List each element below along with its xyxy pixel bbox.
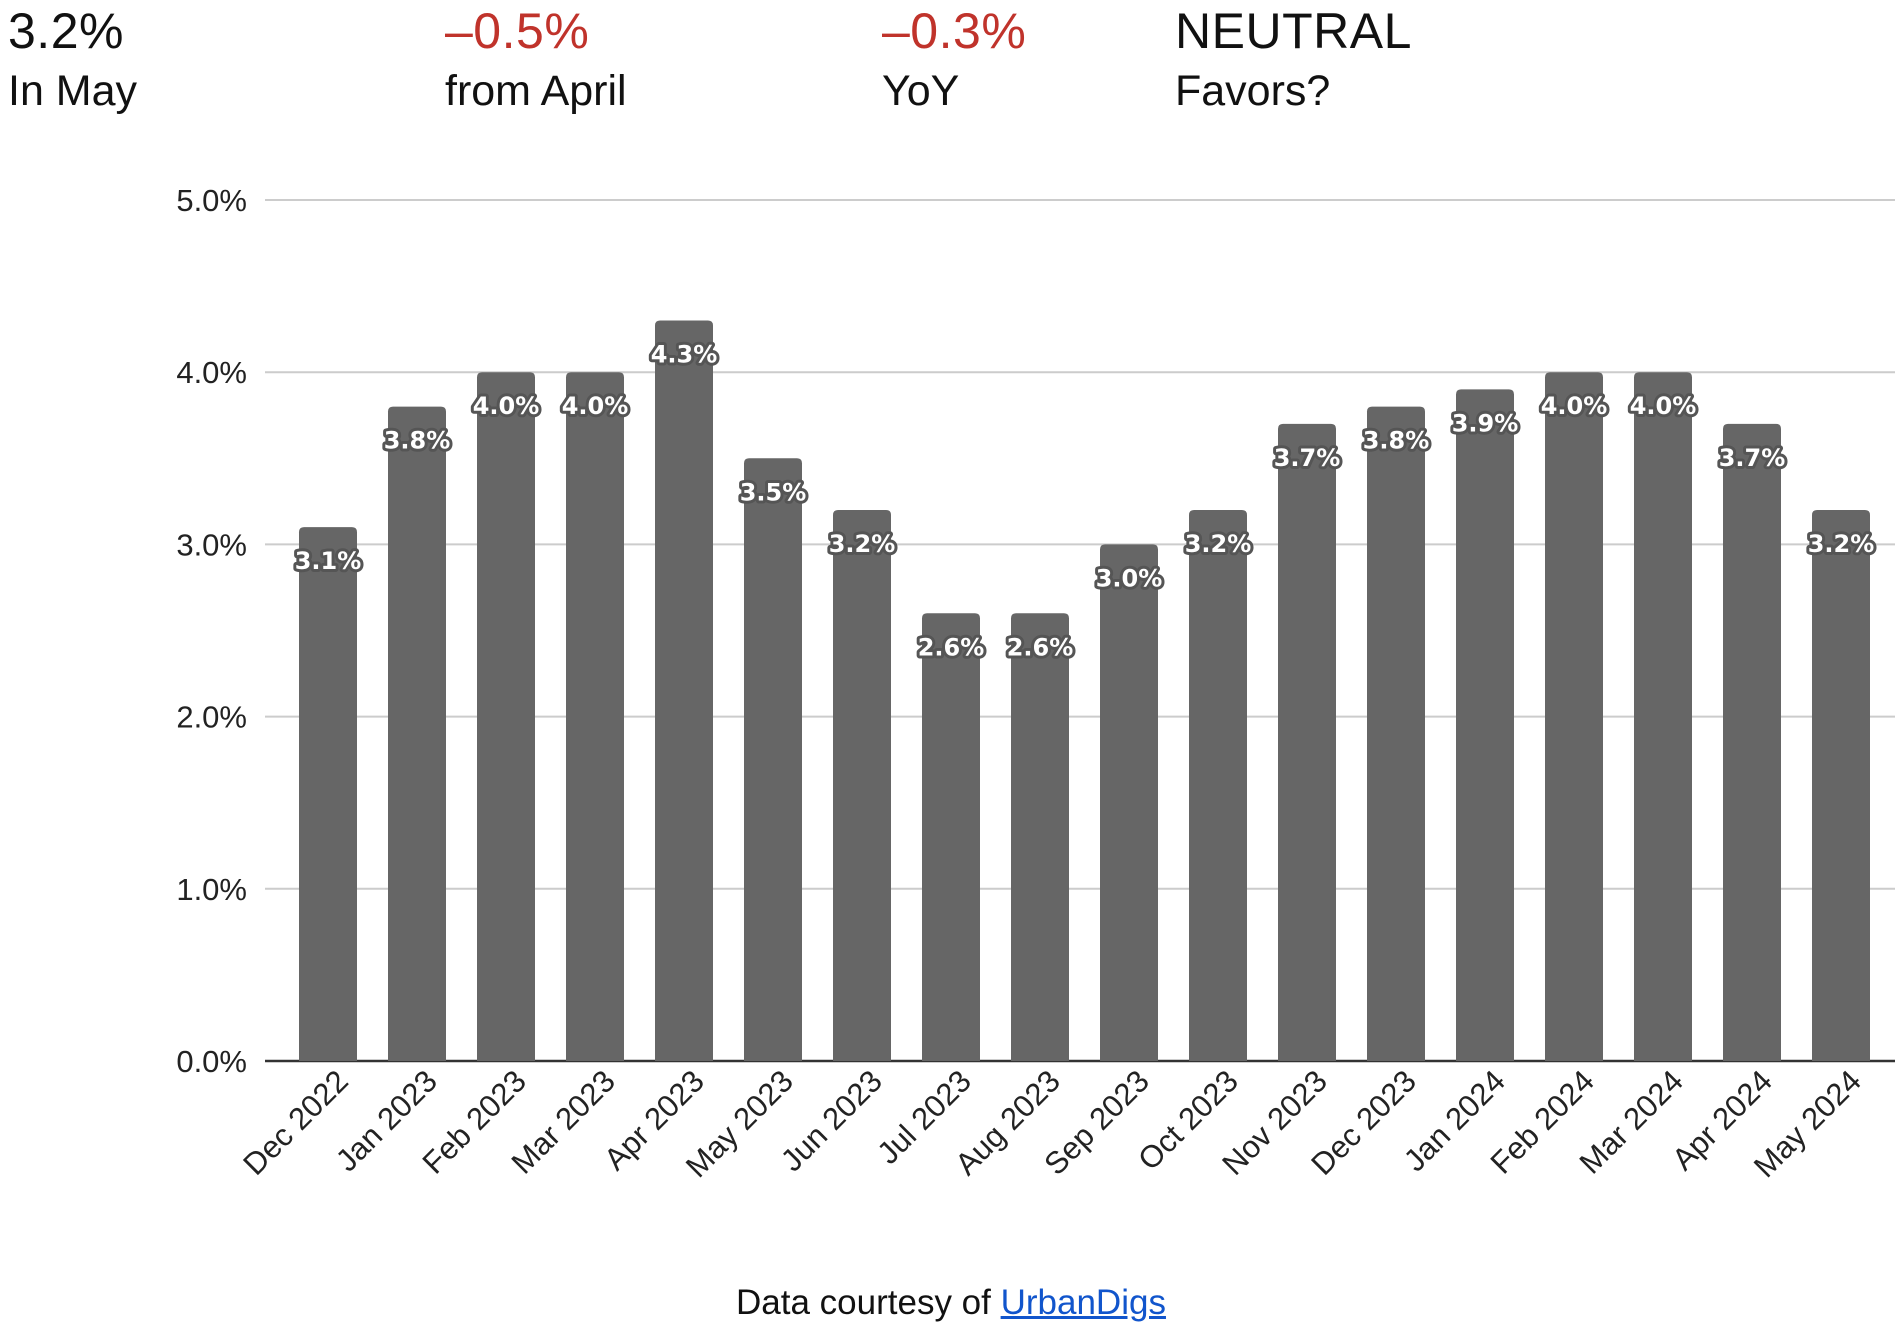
stat-current: 3.2% In May	[8, 0, 137, 120]
bar	[1278, 423, 1336, 1061]
bar-data-label: 4.0%	[562, 392, 629, 420]
bar	[477, 372, 535, 1061]
stat-market-signal-value: NEUTRAL	[1175, 3, 1412, 59]
stat-yoy-change-value: –0.3%	[882, 3, 1027, 59]
data-credit-prefix: Data courtesy of	[736, 1283, 1001, 1322]
bar-data-label: 3.5%	[740, 478, 807, 506]
bar	[1545, 372, 1603, 1061]
bar	[1011, 613, 1069, 1061]
bar	[1100, 544, 1158, 1061]
data-credit: Data courtesy of UrbanDigs	[0, 1280, 1902, 1326]
bar	[388, 406, 446, 1061]
y-tick-label: 0.0%	[176, 1044, 247, 1079]
grid-lines	[265, 199, 1895, 1063]
bar	[922, 613, 980, 1061]
urbandigs-link[interactable]: UrbanDigs	[1000, 1283, 1166, 1322]
y-tick-label: 2.0%	[176, 700, 247, 735]
bar	[1367, 406, 1425, 1061]
bar	[833, 509, 891, 1062]
stat-monthly-change: –0.5% from April	[445, 0, 627, 120]
y-tick-label: 1.0%	[176, 872, 247, 907]
bar-chart: 0.0% 1.0% 2.0% 3.0% 4.0% 5.0% 3.1% 3.8% 4.0% 4.0…	[176, 183, 1895, 1184]
y-tick-label: 5.0%	[176, 183, 247, 218]
y-axis-tick-labels: 0.0% 1.0% 2.0% 3.0% 4.0% 5.0%	[176, 183, 247, 1079]
bar-data-label: 3.7%	[1274, 444, 1341, 472]
bar-data-labels: 3.1% 3.8% 4.0% 4.0% 4.3% 3.5% 3.2% 2.6% 2.6% 3.0%…	[292, 338, 1878, 665]
bar-data-label: 4.0%	[473, 392, 540, 420]
bar-data-label: 2.6%	[918, 633, 985, 661]
stat-current-caption: In May	[8, 67, 138, 115]
bar-data-label: 4.0%	[1541, 392, 1608, 420]
bar	[1634, 372, 1692, 1061]
bar-data-label: 3.2%	[1185, 530, 1252, 558]
stat-monthly-change-value: –0.5%	[445, 3, 590, 59]
bar	[1812, 509, 1870, 1062]
bar	[1189, 509, 1247, 1062]
bars	[299, 320, 1870, 1062]
stat-market-signal-caption: Favors?	[1175, 67, 1331, 115]
bar-data-label: 4.0%	[1630, 392, 1697, 420]
bar-data-label: 3.8%	[384, 427, 451, 455]
y-tick-label: 4.0%	[176, 355, 247, 390]
bar-data-label: 3.9%	[1452, 409, 1519, 437]
stat-yoy-change-caption: YoY	[882, 67, 960, 115]
stat-monthly-change-caption: from April	[445, 67, 627, 115]
stat-market-signal: NEUTRAL Favors?	[1175, 0, 1412, 120]
bar-data-label: 3.2%	[1808, 530, 1875, 558]
bar	[1456, 389, 1514, 1061]
bar	[655, 320, 713, 1061]
bar-data-label: 3.2%	[829, 530, 896, 558]
y-tick-label: 3.0%	[176, 527, 247, 562]
bar	[1723, 423, 1781, 1061]
x-tick-label: Dec 2022	[236, 1063, 355, 1182]
stat-current-value: 3.2%	[8, 3, 124, 59]
bar-data-label: 3.7%	[1719, 444, 1786, 472]
bar-data-label: 3.1%	[295, 547, 362, 575]
bar	[566, 372, 624, 1061]
bar-data-label: 2.6%	[1007, 633, 1074, 661]
bar-data-label: 3.0%	[1096, 564, 1163, 592]
bar	[299, 527, 357, 1061]
bar	[744, 458, 802, 1061]
bar-data-label: 3.8%	[1363, 427, 1430, 455]
stat-yoy-change: –0.3% YoY	[882, 0, 1026, 120]
bar-data-label: 4.3%	[651, 341, 718, 369]
